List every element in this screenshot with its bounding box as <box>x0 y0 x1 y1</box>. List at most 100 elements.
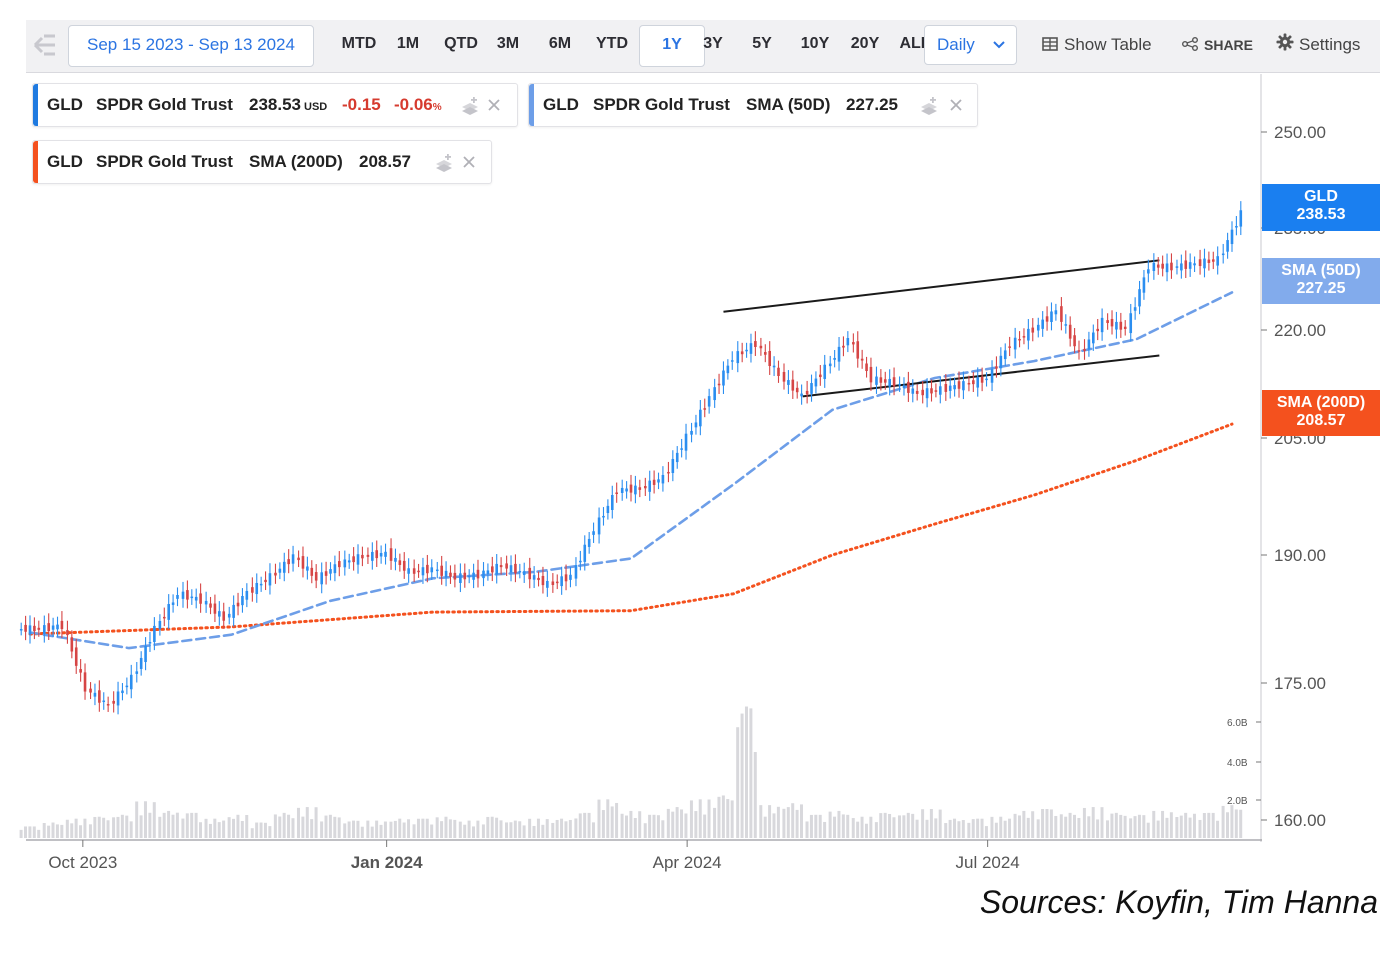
candle-body <box>356 554 360 565</box>
range-button-1m[interactable]: 1M <box>396 35 420 52</box>
volume-bar <box>1049 809 1053 838</box>
candle-body <box>518 570 522 573</box>
volume-bar <box>282 812 286 838</box>
x-tick-label: Apr 2024 <box>653 853 722 872</box>
candle-body <box>883 379 887 383</box>
interval-dropdown[interactable]: Daily <box>924 25 1017 65</box>
volume-bar <box>222 820 226 838</box>
date-range-picker[interactable]: Sep 15 2023 - Sep 13 2024 <box>68 25 314 67</box>
candle-body <box>740 351 744 355</box>
range-button-5y[interactable]: 5Y <box>752 35 772 52</box>
volume-bar <box>694 811 698 838</box>
candle-body <box>37 627 41 630</box>
close-icon[interactable] <box>462 141 476 199</box>
show-table-button[interactable]: Show Table <box>1042 20 1152 72</box>
volume-bar <box>823 821 827 838</box>
candle-body <box>1142 277 1146 293</box>
volume-bar <box>814 814 818 838</box>
candle-body <box>1193 263 1196 266</box>
volume-bar <box>1179 815 1183 838</box>
settings-button[interactable]: Settings <box>1276 20 1360 72</box>
layers-icon[interactable] <box>919 84 939 142</box>
candle-body <box>505 563 508 569</box>
back-icon[interactable] <box>32 28 58 62</box>
volume-bar <box>402 822 406 838</box>
volume-bar <box>1202 813 1206 838</box>
layers-icon[interactable] <box>434 141 454 199</box>
y-tick-label: 160.00 <box>1274 811 1326 830</box>
volume-bar <box>707 799 711 838</box>
share-button[interactable]: SHARE <box>1182 20 1253 72</box>
legend-gld[interactable]: GLD SPDR Gold Trust 238.53 USD -0.15 -0.0… <box>32 83 518 127</box>
range-button-qtd[interactable]: QTD <box>444 35 478 52</box>
volume-bar <box>1146 822 1150 838</box>
candle-body <box>967 382 971 385</box>
volume-bar <box>833 816 837 838</box>
candle-body <box>667 471 670 474</box>
candle-body <box>730 360 734 362</box>
range-button-all[interactable]: ALL <box>899 35 931 52</box>
candle-body <box>93 692 97 697</box>
volume-bar <box>652 814 656 838</box>
volume-bar <box>574 818 578 838</box>
range-button-3y[interactable]: 3Y <box>703 35 723 52</box>
candle-body <box>407 568 410 574</box>
volume-bar <box>851 818 855 838</box>
candle-body <box>1152 262 1156 271</box>
candle-body <box>925 388 929 399</box>
candle-body <box>791 379 795 391</box>
candle-body <box>1003 350 1007 360</box>
layers-icon[interactable] <box>460 84 480 142</box>
legend-change: -0.15 <box>342 95 381 114</box>
candle-body <box>421 567 425 576</box>
range-button-3m[interactable]: 3M <box>496 35 520 52</box>
volume-bar <box>1226 812 1229 838</box>
candle-body <box>430 567 434 573</box>
volume-bar <box>536 818 540 838</box>
candle-body <box>467 575 471 578</box>
volume-bar <box>232 818 236 838</box>
candle-body <box>865 363 868 372</box>
volume-bar <box>1119 814 1123 838</box>
candle-body <box>1180 263 1183 271</box>
price-tag-value: 208.57 <box>1296 412 1346 429</box>
volume-bar <box>560 818 564 838</box>
range-button-mtd[interactable]: MTD <box>341 35 377 52</box>
volume-bar <box>393 820 397 838</box>
volume-bar <box>1031 811 1035 838</box>
range-button-10y[interactable]: 10Y <box>800 35 830 52</box>
volume-bar <box>481 824 485 838</box>
candle-body <box>574 565 578 579</box>
volume-bar <box>925 819 929 838</box>
legend-sma-200[interactable]: GLD SPDR Gold Trust SMA (200D) 208.57 <box>32 140 492 184</box>
range-button-ytd[interactable]: YTD <box>596 35 628 52</box>
trendline <box>802 354 1160 398</box>
volume-bar <box>106 820 110 838</box>
volume-bar <box>568 819 572 838</box>
volume-bar <box>625 815 628 838</box>
candle-body <box>1050 311 1053 323</box>
volume-bar <box>19 829 23 838</box>
price-tag-label: GLD <box>1304 188 1338 205</box>
range-button-1y[interactable]: 1Y <box>639 25 705 67</box>
close-icon[interactable] <box>487 84 501 142</box>
candle-body <box>615 492 618 494</box>
volume-bar <box>675 807 679 838</box>
volume-bar <box>661 820 665 838</box>
candle-body <box>777 367 780 376</box>
volume-bar <box>860 816 864 838</box>
volume-bar <box>938 809 942 838</box>
volume-bar <box>601 810 605 838</box>
candle-body <box>33 625 36 632</box>
volume-bar <box>1207 812 1211 838</box>
volume-bar <box>606 799 610 838</box>
range-button-6m[interactable]: 6M <box>548 35 572 52</box>
volume-tick-label: 2.0B <box>1227 796 1248 807</box>
range-button-20y[interactable]: 20Y <box>850 35 880 52</box>
volume-bar <box>305 807 309 838</box>
legend-color-bar <box>529 84 534 126</box>
close-icon[interactable] <box>949 84 963 142</box>
candle-body <box>795 387 799 393</box>
legend-sma-50[interactable]: GLD SPDR Gold Trust SMA (50D) 227.25 <box>528 83 978 127</box>
